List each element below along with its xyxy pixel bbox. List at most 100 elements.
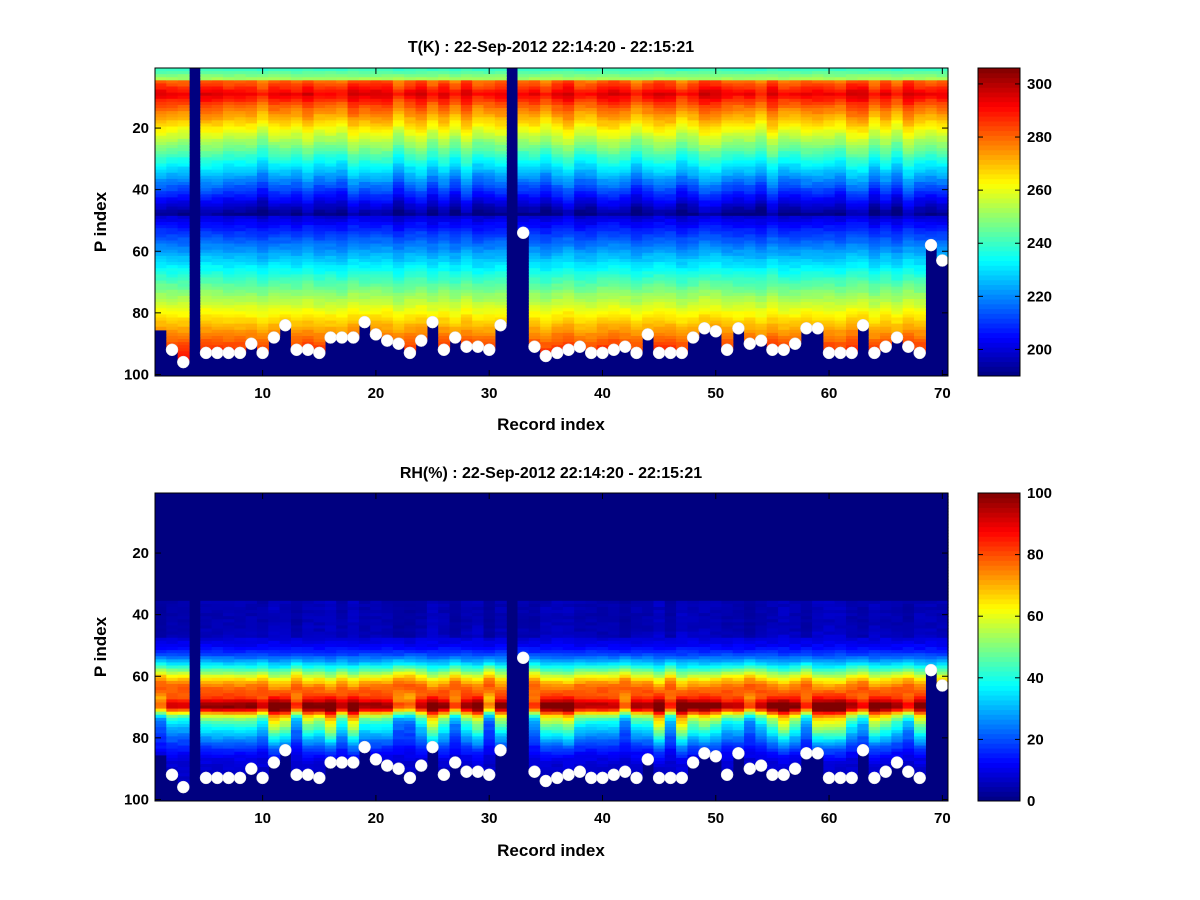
heatmap-cell	[200, 181, 213, 186]
heatmap-cell	[426, 135, 439, 140]
heatmap-cell	[619, 212, 632, 217]
heatmap-cell	[472, 74, 485, 78]
heatmap-cell	[472, 289, 485, 294]
heatmap-cell	[642, 178, 655, 183]
heatmap-cell	[336, 120, 349, 125]
heatmap-cell	[358, 145, 371, 149]
heatmap-cell	[710, 160, 723, 165]
heatmap-cell	[200, 311, 213, 315]
heatmap-cell	[721, 222, 734, 226]
heatmap-cell	[619, 289, 632, 294]
heatmap-cell	[642, 283, 655, 288]
heatmap-cell	[324, 274, 337, 279]
heatmap-cell	[472, 175, 485, 180]
heatmap-cell	[177, 74, 190, 78]
heatmap-cell	[166, 108, 179, 112]
heatmap-cell	[200, 194, 213, 198]
heatmap-cell	[653, 126, 666, 131]
heatmap-cell	[324, 289, 337, 294]
heatmap-cell	[608, 326, 621, 331]
heatmap-cell	[608, 295, 621, 300]
heatmap-cell	[642, 117, 655, 121]
heatmap-cell	[336, 123, 349, 128]
heatmap-cell	[302, 89, 315, 94]
heatmap-cell	[290, 117, 303, 121]
heatmap-cell	[404, 243, 417, 248]
heatmap-cell	[528, 329, 541, 334]
heatmap-cell	[460, 181, 473, 186]
heatmap-cell	[279, 191, 292, 195]
heatmap-cell	[778, 323, 790, 328]
heatmap-cell	[596, 295, 609, 300]
heatmap-cell	[664, 268, 677, 272]
heatmap-cell	[268, 246, 281, 251]
heatmap-cell	[155, 234, 167, 238]
heatmap-cell	[268, 268, 281, 272]
heatmap-cell	[438, 197, 451, 202]
heatmap-cell	[483, 209, 496, 214]
heatmap-cell	[460, 335, 473, 340]
heatmap-cell	[789, 101, 802, 106]
heatmap-cell	[608, 215, 621, 220]
heatmap-cell	[676, 277, 689, 282]
heatmap-cell	[449, 200, 462, 205]
heatmap-cell	[166, 323, 179, 328]
heatmap-cell	[562, 249, 575, 254]
heatmap-cell	[653, 175, 666, 180]
heatmap-cell	[744, 332, 757, 337]
heatmap-cell	[789, 138, 802, 143]
heatmap-cell	[370, 255, 383, 260]
heatmap-cell	[608, 120, 621, 125]
heatmap-cell	[438, 252, 451, 257]
heatmap-cell	[177, 289, 190, 294]
heatmap-cell	[710, 299, 723, 303]
heatmap-cell	[392, 138, 405, 143]
heatmap-cell	[585, 209, 598, 214]
heatmap-cell	[540, 237, 553, 242]
heatmap-cell	[574, 148, 587, 152]
heatmap-cell	[245, 329, 258, 334]
heatmap-cell	[483, 104, 496, 109]
heatmap-cell	[619, 249, 632, 254]
heatmap-cell	[155, 151, 167, 155]
heatmap-cell	[642, 163, 655, 168]
heatmap-cell	[619, 320, 632, 325]
heatmap-cell	[596, 271, 609, 275]
heatmap-cell	[324, 141, 337, 146]
heatmap-cell	[721, 252, 734, 257]
heatmap-cell	[177, 206, 190, 211]
heatmap-cell	[460, 268, 473, 272]
heatmap-cell	[222, 277, 235, 282]
heatmap-cell	[472, 77, 485, 81]
heatmap-cell	[483, 111, 496, 115]
heatmap-cell	[222, 68, 235, 72]
heatmap-cell	[302, 160, 315, 165]
heatmap-cell	[313, 101, 326, 106]
heatmap-cell	[426, 234, 439, 238]
heatmap-cell	[744, 200, 757, 205]
heatmap-cell	[698, 194, 711, 198]
heatmap-cell	[245, 305, 258, 309]
heatmap-cell	[472, 120, 485, 125]
heatmap-cell	[438, 114, 451, 118]
heatmap-cell	[540, 117, 553, 121]
heatmap-cell	[540, 302, 553, 306]
heatmap-cell	[381, 160, 394, 165]
heatmap-cell	[256, 317, 269, 322]
heatmap-cell	[528, 197, 541, 202]
heatmap-cell	[766, 178, 779, 183]
heatmap-cell	[732, 77, 745, 81]
heatmap-cell	[290, 141, 303, 146]
heatmap-cell	[540, 135, 553, 140]
heatmap-cell	[664, 212, 677, 217]
heatmap-cell	[358, 277, 371, 282]
heatmap-cell	[404, 98, 417, 103]
heatmap-cell	[732, 178, 745, 183]
heatmap-cell	[313, 111, 326, 115]
heatmap-cell	[642, 154, 655, 158]
heatmap-cell	[449, 206, 462, 211]
heatmap-cell	[358, 172, 371, 177]
heatmap-cell	[268, 249, 281, 254]
heatmap-cell	[732, 212, 745, 217]
heatmap-cell	[177, 145, 190, 149]
